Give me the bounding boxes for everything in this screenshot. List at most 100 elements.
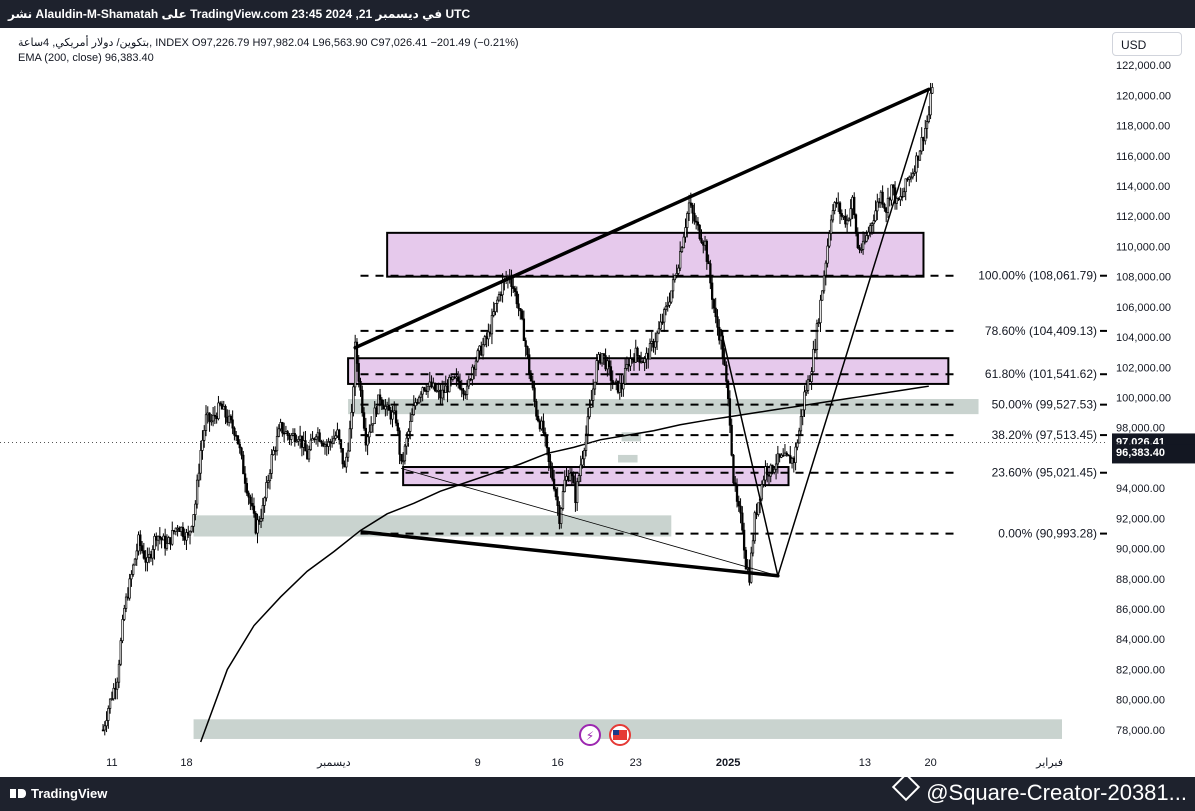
candle xyxy=(215,412,218,424)
gray-zone-4 xyxy=(621,432,642,442)
candle xyxy=(545,434,549,456)
candle-body xyxy=(631,358,634,361)
candle xyxy=(888,196,891,207)
candle xyxy=(842,215,845,221)
candle xyxy=(293,428,296,447)
candle-body xyxy=(132,564,135,575)
candle-body xyxy=(652,340,655,348)
candle xyxy=(142,542,145,560)
candle-body xyxy=(742,529,746,551)
candle-body xyxy=(584,433,588,451)
candle xyxy=(325,439,328,456)
candle xyxy=(410,408,414,422)
candle-body xyxy=(925,121,929,129)
candle xyxy=(350,403,353,439)
candle-body xyxy=(851,196,854,210)
candle xyxy=(677,264,680,275)
candle-body xyxy=(702,242,705,246)
candle xyxy=(851,195,854,220)
candle-body xyxy=(412,405,415,415)
candle-body xyxy=(457,376,460,382)
candle xyxy=(412,395,415,416)
candle-body xyxy=(741,512,744,531)
candle-body xyxy=(298,435,302,440)
candle-body xyxy=(368,431,371,438)
candle xyxy=(426,385,430,398)
candle-body xyxy=(623,368,627,385)
candle xyxy=(219,401,222,407)
candle xyxy=(320,439,323,447)
candle-body xyxy=(213,414,217,417)
tradingview-logo[interactable]: TradingView xyxy=(10,786,107,801)
candle xyxy=(227,409,231,427)
candle xyxy=(877,197,881,208)
candle-body xyxy=(469,378,472,381)
candle xyxy=(371,423,375,433)
candle xyxy=(480,341,483,357)
candle-body xyxy=(135,550,138,560)
currency-button[interactable]: USD xyxy=(1112,32,1182,56)
candle-body xyxy=(691,204,694,214)
candle xyxy=(128,573,131,601)
candle xyxy=(155,532,158,547)
candle xyxy=(730,418,733,457)
y-tick-label: 78,000.00 xyxy=(1116,725,1165,737)
candle xyxy=(126,587,130,601)
candle-body xyxy=(517,303,520,309)
candle xyxy=(490,308,494,345)
candle xyxy=(474,356,478,377)
candle xyxy=(165,534,169,551)
candle xyxy=(512,277,515,294)
candle-body xyxy=(812,348,815,373)
candle-body xyxy=(538,420,542,430)
candle-body xyxy=(448,376,451,393)
candle xyxy=(156,535,160,551)
candle xyxy=(277,424,280,438)
candle xyxy=(441,380,444,406)
candle-body xyxy=(826,245,829,264)
candle xyxy=(307,445,311,463)
candle xyxy=(354,334,357,397)
candle-body xyxy=(103,725,106,731)
candle-body xyxy=(533,387,536,402)
candle-body xyxy=(668,301,671,306)
candle xyxy=(552,469,556,492)
candle xyxy=(831,204,835,223)
y-tick-label: 108,000.00 xyxy=(1116,272,1171,284)
candle xyxy=(384,399,387,417)
candle-body xyxy=(563,479,566,492)
candle-body xyxy=(215,416,218,420)
candle-body xyxy=(723,357,726,366)
candle-body xyxy=(123,608,126,620)
candle-body xyxy=(574,482,577,503)
candle xyxy=(819,294,822,333)
candle-body xyxy=(197,472,201,481)
candle-body xyxy=(746,567,749,570)
candle-body xyxy=(345,456,348,468)
candle-body xyxy=(778,453,781,458)
candle-body xyxy=(547,447,550,462)
candle-body xyxy=(744,549,748,570)
candle-body xyxy=(435,390,439,392)
candle xyxy=(146,547,149,572)
candle-body xyxy=(425,389,428,392)
candle xyxy=(316,427,320,447)
candle-body xyxy=(592,388,595,401)
candle-body xyxy=(419,393,423,398)
candle-body xyxy=(126,596,130,599)
candle-body xyxy=(599,354,602,364)
candle xyxy=(760,480,764,502)
x-tick-label: 13 xyxy=(859,757,871,769)
candle-body xyxy=(762,479,765,485)
candle xyxy=(623,358,627,385)
candle-body xyxy=(327,441,330,447)
candle-body xyxy=(844,215,847,225)
candle xyxy=(192,514,195,533)
candle-body xyxy=(144,557,147,563)
candle-body xyxy=(822,275,826,292)
candle-body xyxy=(153,535,156,550)
candle-body xyxy=(673,275,676,281)
candle-body xyxy=(199,450,202,474)
candle-body xyxy=(886,197,890,213)
price-chart[interactable]: 100.00% (108,061.79) 78.60% (104,409.13) 6… xyxy=(0,0,1195,777)
